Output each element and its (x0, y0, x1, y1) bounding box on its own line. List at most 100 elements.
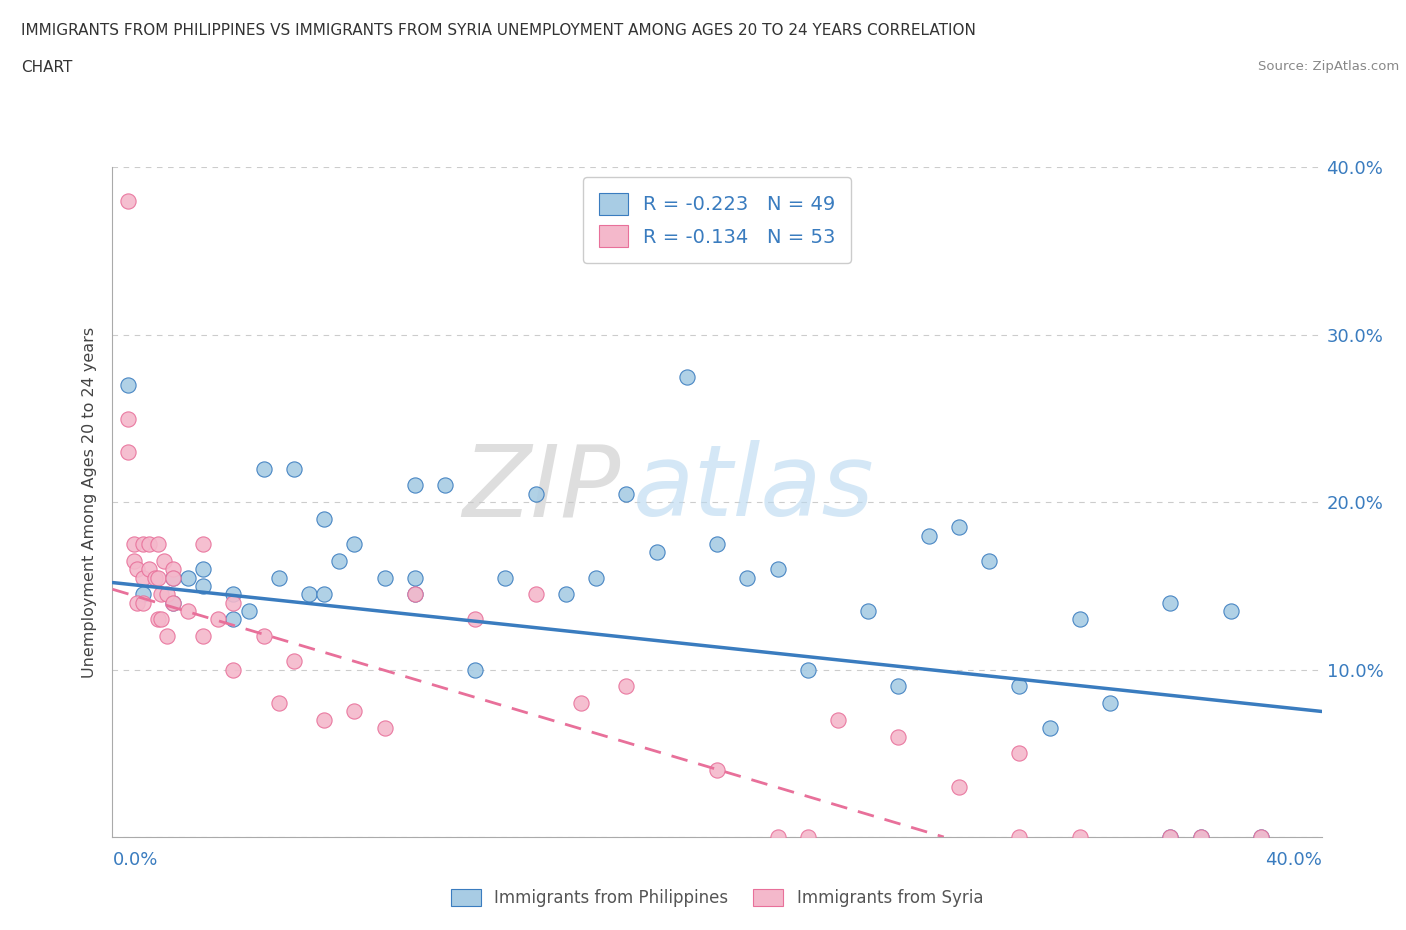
Point (948, 779, 970, 794)
Point (153, 553, 176, 568)
Point (404, 478, 426, 493)
Point (524, 587, 547, 602)
Point (138, 562, 160, 577)
Point (1069, 830, 1091, 844)
Point (191, 537, 214, 551)
Point (433, 478, 456, 493)
Point (132, 570, 155, 585)
Point (156, 587, 179, 602)
Point (1250, 830, 1272, 844)
Point (314, 712, 336, 727)
Point (464, 662, 486, 677)
Point (464, 612, 486, 627)
Point (253, 461, 276, 476)
Point (132, 537, 155, 551)
Point (1189, 830, 1212, 844)
Point (222, 595, 245, 610)
Point (887, 679, 910, 694)
Point (162, 562, 184, 577)
Point (143, 570, 166, 585)
Point (207, 612, 229, 627)
Point (162, 570, 184, 585)
Point (117, 378, 139, 392)
Point (117, 411, 139, 426)
Point (156, 629, 179, 644)
Point (191, 629, 214, 644)
Text: atlas: atlas (633, 440, 875, 538)
Point (267, 696, 290, 711)
Point (162, 595, 184, 610)
Point (569, 696, 592, 711)
Point (1098, 696, 1121, 711)
Text: 0.0%: 0.0% (112, 851, 157, 869)
Point (146, 612, 169, 627)
Point (1008, 746, 1031, 761)
Point (314, 587, 336, 602)
Point (766, 830, 789, 844)
Point (918, 528, 941, 543)
Point (149, 587, 172, 602)
Point (374, 570, 396, 585)
Point (177, 604, 200, 618)
Point (222, 662, 245, 677)
Point (314, 512, 336, 526)
Point (856, 604, 880, 618)
Point (125, 562, 148, 577)
Point (1008, 679, 1031, 694)
Point (524, 486, 547, 501)
Text: Source: ZipAtlas.com: Source: ZipAtlas.com (1258, 60, 1399, 73)
Point (117, 193, 139, 208)
Point (328, 553, 350, 568)
Point (766, 562, 789, 577)
Point (253, 629, 276, 644)
Point (1250, 830, 1272, 844)
Point (1008, 830, 1031, 844)
Point (191, 562, 214, 577)
Text: IMMIGRANTS FROM PHILIPPINES VS IMMIGRANTS FROM SYRIA UNEMPLOYMENT AMONG AGES 20 : IMMIGRANTS FROM PHILIPPINES VS IMMIGRANT… (21, 23, 976, 38)
Point (554, 587, 576, 602)
Point (1159, 595, 1181, 610)
Point (146, 537, 169, 551)
Point (796, 662, 818, 677)
Point (616, 486, 638, 501)
Point (122, 537, 145, 551)
Point (238, 604, 260, 618)
Point (117, 445, 139, 459)
Point (1159, 830, 1181, 844)
Point (132, 587, 155, 602)
Point (827, 712, 849, 727)
Point (796, 830, 818, 844)
Point (125, 595, 148, 610)
Point (495, 570, 517, 585)
Point (162, 570, 184, 585)
Point (404, 587, 426, 602)
Point (1159, 830, 1181, 844)
Point (138, 537, 160, 551)
Point (283, 654, 305, 669)
Point (1220, 604, 1243, 618)
Point (675, 369, 697, 384)
Point (404, 570, 426, 585)
Point (222, 612, 245, 627)
Point (162, 595, 184, 610)
Point (146, 570, 169, 585)
Point (1069, 612, 1091, 627)
Point (977, 553, 1000, 568)
Y-axis label: Unemployment Among Ages 20 to 24 years: Unemployment Among Ages 20 to 24 years (82, 326, 97, 678)
Point (132, 595, 155, 610)
Text: CHART: CHART (21, 60, 73, 75)
Point (616, 679, 638, 694)
Point (706, 537, 728, 551)
Point (1038, 721, 1062, 736)
Point (343, 537, 366, 551)
Point (191, 578, 214, 593)
Point (585, 570, 607, 585)
Point (298, 587, 321, 602)
Point (404, 587, 426, 602)
Point (267, 570, 290, 585)
Text: 40.0%: 40.0% (1265, 851, 1322, 869)
Point (374, 721, 396, 736)
Point (1189, 830, 1212, 844)
Point (645, 545, 668, 560)
Point (177, 570, 200, 585)
